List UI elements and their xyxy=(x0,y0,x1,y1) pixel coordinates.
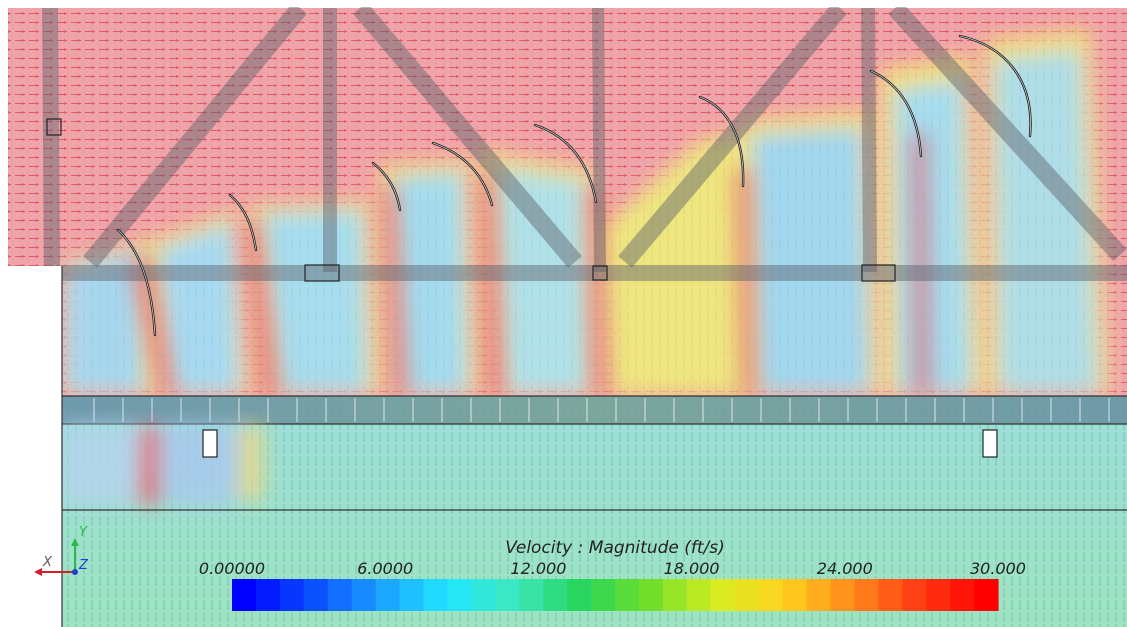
color-legend: Velocity : Magnitude (ft/s) 0.00000 6.000… xyxy=(199,538,1026,611)
legend-color-step xyxy=(447,579,472,611)
legend-color-step xyxy=(351,579,377,611)
legend-color-step xyxy=(830,579,855,611)
legend-tick-label: 18.000 xyxy=(664,559,720,578)
z-axis-label: Z xyxy=(78,558,89,573)
domain-boundaries xyxy=(61,266,1127,627)
legend-color-step xyxy=(638,579,664,611)
member-sections xyxy=(46,118,896,282)
legend-tick-label: 0.00000 xyxy=(199,559,265,578)
legend-color-step xyxy=(495,579,520,611)
legend-color-step xyxy=(926,579,951,611)
legend-color-step xyxy=(423,579,449,611)
legend-color-step xyxy=(782,579,808,611)
legend-color-step xyxy=(303,579,329,611)
y-axis-label: Y xyxy=(79,525,88,540)
legend-color-step xyxy=(279,579,305,611)
x-axis-label: X xyxy=(42,555,53,570)
perforated-band xyxy=(62,395,1127,425)
x-arrow-icon xyxy=(34,568,42,576)
legend-color-step xyxy=(399,579,425,611)
legend-tick-label: 24.000 xyxy=(817,559,873,578)
legend-tick-label: 6.0000 xyxy=(357,559,413,578)
legend-color-step xyxy=(710,579,736,611)
legend-color-step xyxy=(758,579,784,611)
axis-triad: Y X Z xyxy=(34,525,89,576)
legend-color-step xyxy=(878,579,903,611)
legend-colorbar xyxy=(232,579,999,611)
turning-vanes-highlight xyxy=(117,35,1031,336)
legend-color-step xyxy=(950,579,975,611)
legend-color-step xyxy=(375,579,401,611)
legend-color-step xyxy=(854,579,879,611)
legend-color-step xyxy=(471,579,496,611)
legend-color-step xyxy=(327,579,353,611)
legend-color-step xyxy=(734,579,760,611)
legend-title: Velocity : Magnitude (ft/s) xyxy=(505,538,725,558)
legend-color-step xyxy=(567,579,592,611)
y-arrow-icon xyxy=(71,538,79,546)
legend-color-step xyxy=(974,579,999,611)
legend-color-step xyxy=(543,579,568,611)
legend-color-step xyxy=(519,579,544,611)
legend-color-step xyxy=(902,579,927,611)
legend-color-step xyxy=(686,579,712,611)
support-posts xyxy=(202,429,998,458)
legend-color-step xyxy=(662,579,688,611)
legend-tick-label: 12.000 xyxy=(510,559,566,578)
upper-flow-field xyxy=(8,8,1127,396)
legend-color-step xyxy=(591,579,616,611)
legend-tick-labels: 0.00000 6.0000 12.000 18.000 24.000 30.000 xyxy=(199,559,1026,578)
legend-color-step xyxy=(232,579,257,611)
truss-structure xyxy=(42,1,1127,281)
legend-tick-label: 30.000 xyxy=(970,559,1026,578)
legend-color-step xyxy=(615,579,640,611)
lower-wakes xyxy=(62,426,262,505)
legend-color-step xyxy=(255,579,281,611)
legend-color-step xyxy=(806,579,832,611)
